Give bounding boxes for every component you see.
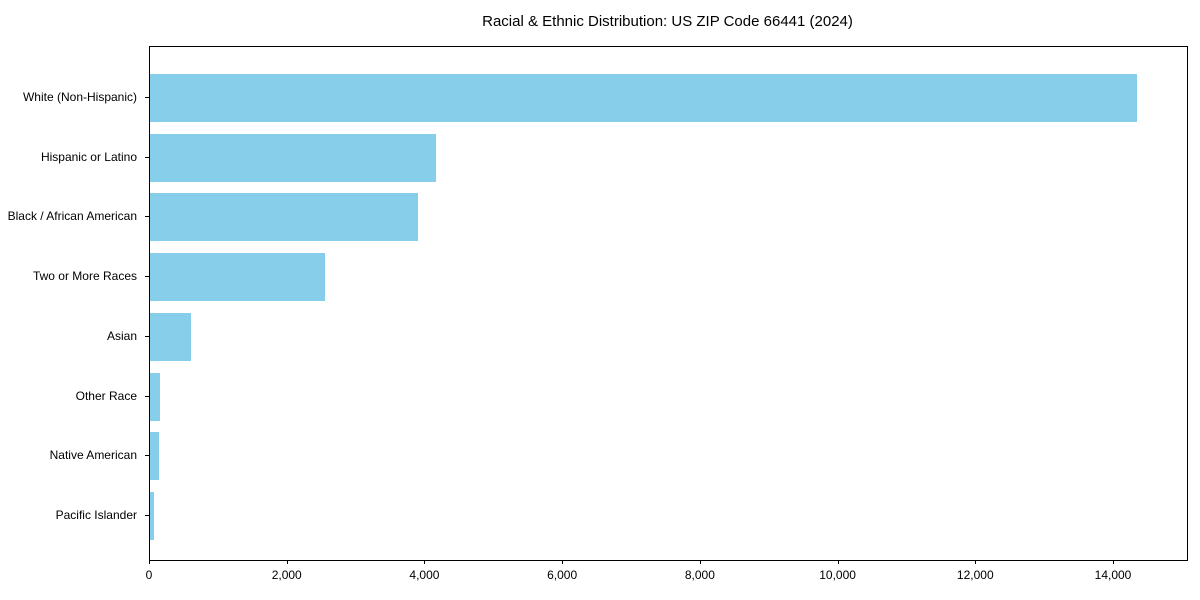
x-tick-label: 4,000	[409, 568, 440, 582]
x-tick-label: 8,000	[684, 568, 715, 582]
bar	[150, 133, 436, 182]
y-tick-mark	[145, 156, 149, 158]
bar	[150, 74, 1138, 122]
y-tick-label: Native American	[49, 448, 137, 463]
y-tick-label: Hispanic or Latino	[40, 149, 137, 164]
chart-title: Racial & Ethnic Distribution: US ZIP Cod…	[482, 13, 853, 30]
y-tick-mark	[145, 395, 149, 397]
y-tick-label: Asian	[106, 328, 137, 343]
bar	[150, 491, 154, 540]
y-tick-label: White (Non-Hispanic)	[22, 90, 137, 104]
x-tick-label: 6,000	[547, 568, 578, 582]
y-tick-label: Two or More Races	[32, 269, 137, 284]
x-tick-mark	[424, 560, 426, 564]
bar	[150, 312, 192, 361]
y-tick-mark	[145, 97, 149, 98]
y-tick-mark	[145, 216, 149, 218]
x-tick-mark	[975, 560, 977, 564]
y-tick-mark	[145, 455, 149, 457]
x-tick-label: 12,000	[956, 568, 994, 582]
x-tick-mark	[149, 560, 150, 564]
x-tick-mark	[699, 560, 701, 564]
x-tick-label: 2,000	[271, 568, 302, 582]
y-tick-label: Black / African American	[7, 209, 137, 224]
y-tick-label: Pacific Islander	[55, 507, 137, 522]
y-tick-mark	[145, 335, 149, 337]
bar	[150, 193, 418, 242]
y-tick-label: Other Race	[75, 388, 137, 403]
bar	[150, 372, 160, 421]
x-tick-label: 10,000	[819, 568, 856, 582]
x-tick-mark	[286, 560, 288, 564]
x-tick-label: 0	[145, 568, 153, 582]
y-tick-mark	[145, 514, 149, 516]
y-tick-mark	[145, 276, 149, 278]
x-tick-mark	[837, 560, 839, 564]
x-tick-mark	[562, 560, 564, 564]
x-tick-label: 14,000	[1094, 568, 1132, 582]
bar	[150, 432, 159, 481]
plot-area	[149, 46, 1188, 561]
x-tick-mark	[1113, 560, 1114, 564]
bar	[150, 253, 325, 302]
